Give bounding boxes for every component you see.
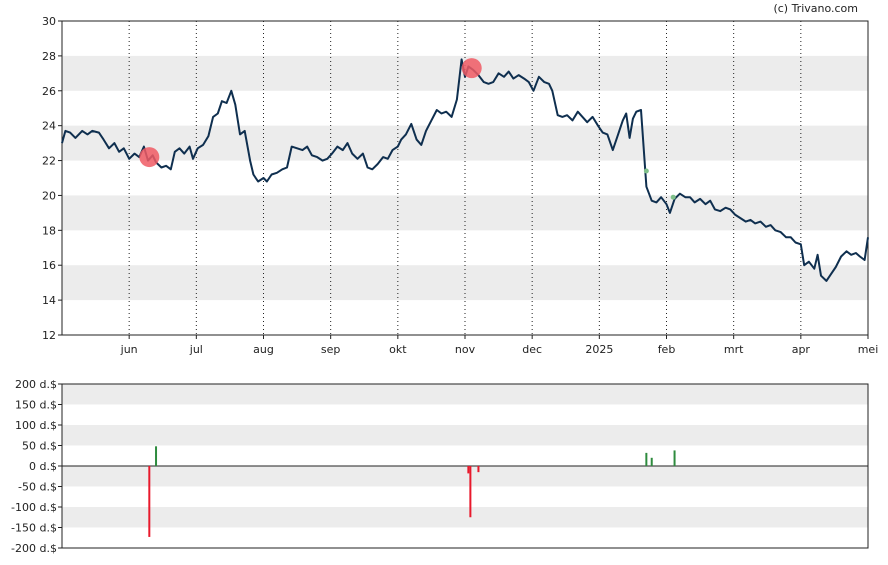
y-tick-label: 22 [42,155,56,168]
y-tick-label: -200 d.$ [11,542,57,555]
x-tick-label: apr [792,343,811,356]
x-tick-label: dec [522,343,542,356]
price-panel: 12 14 16 18 20 22 24 26 28 30 jun jul aug sep okt nov de… [42,15,878,356]
sell-bar [148,466,151,537]
x-tick-label: jun [120,343,138,356]
x-tick-label: jul [189,343,203,356]
y-tick-label: 150 d.$ [15,399,57,412]
price-line [61,58,869,282]
sell-bar [477,466,480,473]
buy-marker [643,168,649,174]
x-tick-label: mrt [724,343,744,356]
volume-band [62,425,868,446]
x-tick-label: aug [253,343,274,356]
y-tick-label: 18 [42,224,56,237]
x-tick-label: 2025 [585,343,613,356]
buy-marker [670,194,676,200]
x-tick-label: nov [455,343,476,356]
sell-marker [139,147,160,168]
volume-band [62,384,868,405]
buy-bar [650,457,653,466]
buy-bar [645,452,648,466]
volume-band [62,466,868,487]
y-tick-label: 16 [42,259,56,272]
x-tick-label: sep [321,343,340,356]
y-tick-label: 14 [42,294,56,307]
y-tick-label: -50 d.$ [18,481,57,494]
y-tick-label: 100 d.$ [15,419,57,432]
volume-band [62,507,868,528]
y-tick-label: -100 d.$ [11,501,57,514]
buy-bar [155,446,158,466]
y-tick-label: 50 d.$ [22,440,57,453]
y-tick-label: 12 [42,329,56,342]
credit-label: (c) Trivano.com [773,2,858,15]
sell-bar [469,466,472,518]
sell-bar [467,466,470,474]
price-band [62,125,868,161]
sell-marker [461,58,482,79]
y-tick-label: 0 d.$ [29,460,57,473]
x-tick-label: okt [389,343,407,356]
x-tick-label: feb [658,343,676,356]
y-tick-label: 30 [42,15,56,28]
price-band [62,265,868,301]
y-tick-label: 26 [42,85,56,98]
buy-bar [673,450,676,466]
x-tick-label: mei [858,343,879,356]
y-tick-label: -150 d.$ [11,522,57,535]
volume-panel: -200 d.$ -150 d.$ -100 d.$ -50 d.$ 0 d.$ 50 d… [11,378,869,555]
y-tick-label: 28 [42,50,56,63]
y-tick-label: 200 d.$ [15,378,57,391]
y-tick-label: 20 [42,189,56,202]
y-tick-label: 24 [42,120,56,133]
